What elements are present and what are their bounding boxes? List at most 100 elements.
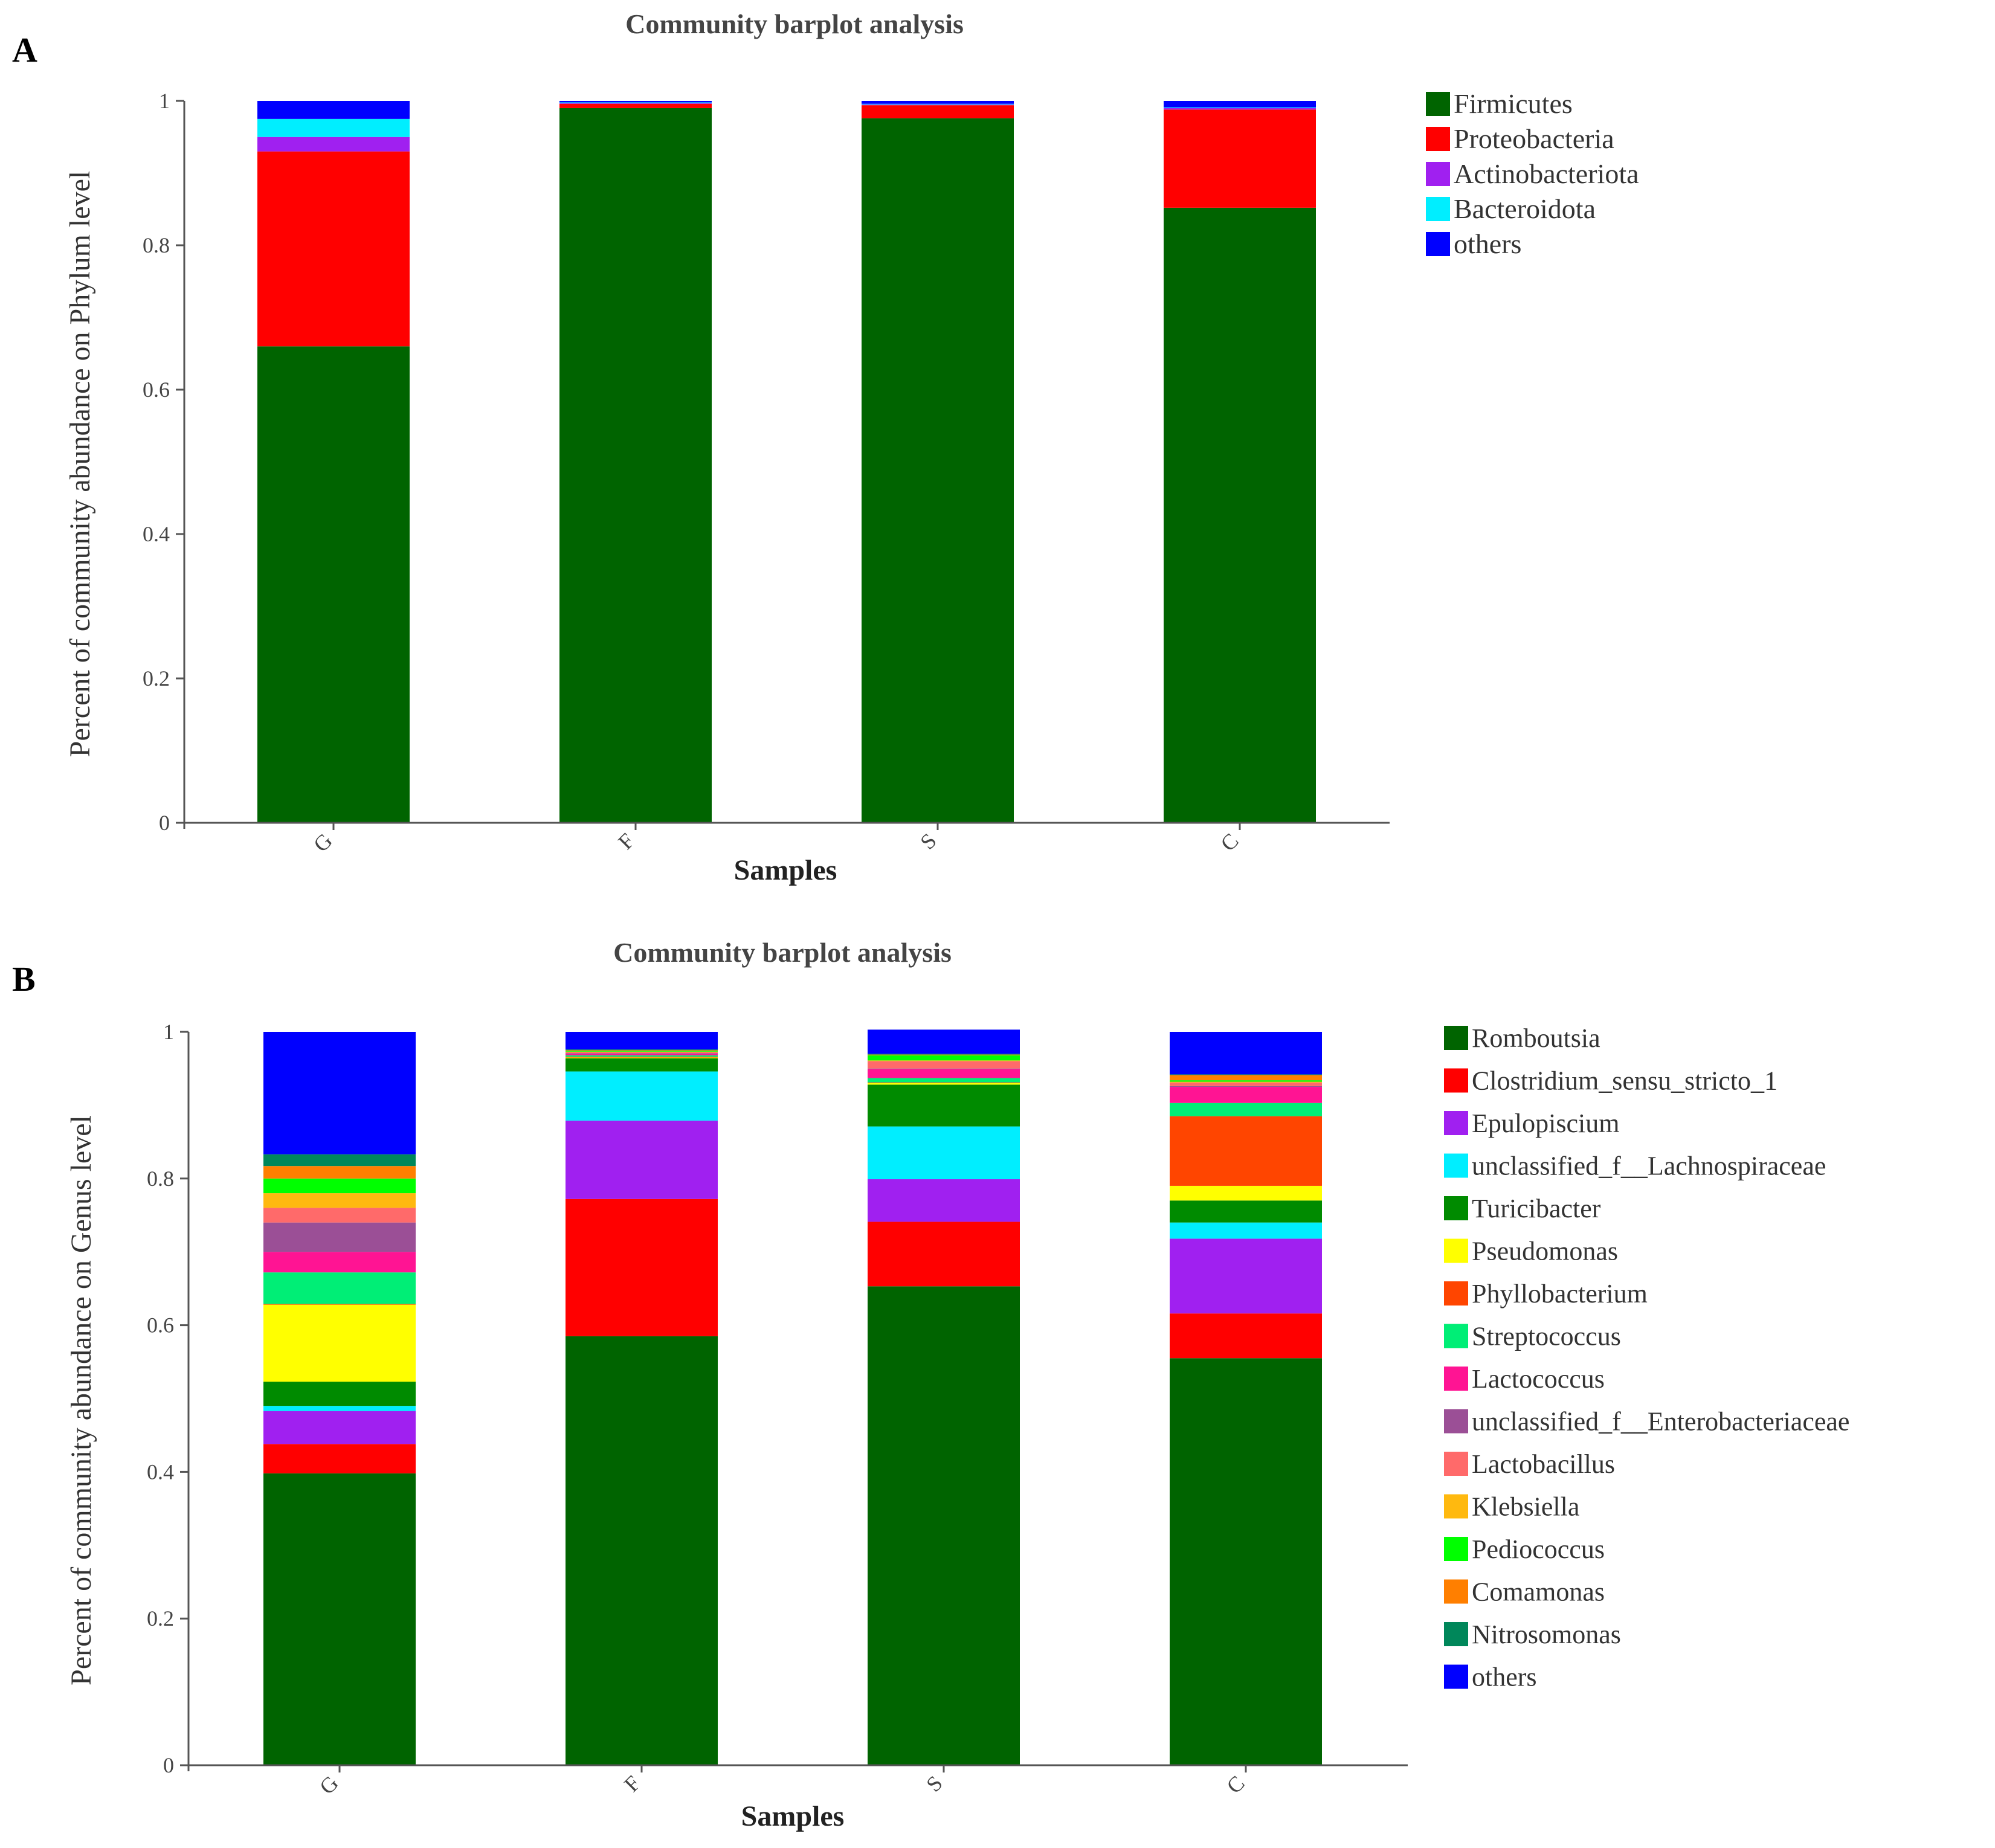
bar-segment-G-proteobacteria	[257, 151, 410, 347]
y-tick-label: 1	[163, 1020, 174, 1044]
bar-segment-F-comamonas	[566, 1050, 718, 1051]
bar-segment-C-others	[1164, 101, 1316, 108]
x-tick-label-S: S	[921, 1771, 947, 1796]
bar-segment-C-unclassified-f-lachnospiraceae	[1170, 1222, 1322, 1239]
bar-segment-F-firmicutes	[559, 108, 712, 823]
bar-segment-C-pediococcus	[1170, 1080, 1322, 1082]
bar-segment-G-others	[257, 101, 410, 119]
bar-segment-G-clostridium-sensu-stricto-1	[263, 1444, 416, 1473]
legend-label-lactobacillus: Lactobacillus	[1472, 1449, 1615, 1479]
legend-swatch	[1444, 1153, 1468, 1178]
bar-segment-S-others	[862, 101, 1014, 104]
y-tick-label: 0.4	[147, 1460, 174, 1484]
legend-label-clostridium-sensu-stricto-1: Clostridium_sensu_stricto_1	[1472, 1066, 1777, 1096]
bar-segment-F-bacteroidota	[559, 102, 712, 103]
bar-segment-G-bacteroidota	[257, 118, 410, 137]
bar-segment-S-turicibacter	[868, 1084, 1020, 1127]
x-axis-title-a: Samples	[734, 854, 837, 886]
bar-segment-S-proteobacteria	[862, 105, 1014, 118]
bar-segment-G-epulopiscium	[263, 1411, 416, 1444]
legend-swatch	[1444, 1111, 1468, 1135]
legend-label-pseudomonas: Pseudomonas	[1472, 1237, 1618, 1266]
bar-segment-S-klebsiella	[868, 1060, 1020, 1061]
bar-segment-F-nitrosomonas	[566, 1049, 718, 1051]
y-tick-label: 0.2	[143, 666, 170, 691]
x-axis-title-b: Samples	[741, 1800, 845, 1832]
legend-label-streptococcus: Streptococcus	[1472, 1322, 1621, 1351]
legend-label-bacteroidota: Bacteroidota	[1454, 193, 1596, 224]
bar-segment-S-unclassified-f-lachnospiraceae	[868, 1126, 1020, 1180]
legend-swatch	[1444, 1664, 1468, 1689]
y-axis-title-a: Percent of community abundance on Phylum…	[64, 171, 96, 757]
bar-segment-S-pseudomonas	[868, 1083, 1020, 1085]
bar-segment-F-others	[559, 101, 712, 103]
bar-segment-F-others	[566, 1032, 718, 1050]
panel-label-a: A	[12, 30, 37, 69]
x-tick-label-S: S	[915, 828, 941, 854]
bar-segment-S-bacteroidota	[862, 103, 1014, 105]
bar-segment-S-romboutsia	[868, 1286, 1020, 1765]
bar-segment-S-streptococcus	[868, 1078, 1020, 1083]
bar-segment-F-pediococcus	[566, 1051, 718, 1052]
bar-segment-F-turicibacter	[566, 1058, 718, 1072]
bar-segment-G-lactococcus	[263, 1252, 416, 1273]
bar-segment-C-epulopiscium	[1170, 1238, 1322, 1314]
bar-segment-C-nitrosomonas	[1170, 1074, 1322, 1075]
bar-segment-C-others	[1170, 1032, 1322, 1075]
legend-swatch	[1444, 1026, 1468, 1050]
legend-swatch	[1444, 1409, 1468, 1434]
legend-swatch	[1444, 1281, 1468, 1306]
y-tick-label: 0.6	[147, 1313, 174, 1338]
legend-label-comamonas: Comamonas	[1472, 1577, 1605, 1607]
legend-label-others: others	[1472, 1663, 1537, 1692]
panel-a-phylum-chart: A Community barplot analysis Percent of …	[12, 8, 1639, 886]
bar-segment-F-romboutsia	[566, 1336, 718, 1765]
legend-label-actinobacteriota: Actinobacteriota	[1454, 158, 1639, 189]
y-tick-label: 1	[159, 89, 170, 113]
chart-title-b: Community barplot analysis	[613, 937, 952, 968]
plot-area-b: 0 0.2 0.4 0.6 0.8 1 G F S C Romboutsia Clostridium_…	[147, 1020, 1849, 1799]
legend-swatch	[1444, 1622, 1468, 1646]
bar-segment-S-pediococcus	[868, 1055, 1020, 1061]
legend-swatch	[1426, 162, 1450, 186]
bar-segment-C-lactococcus	[1170, 1087, 1322, 1103]
legend-swatch	[1444, 1579, 1468, 1604]
bar-segment-F-lactobacillus	[566, 1052, 718, 1054]
bar-segment-F-unclassified-f-lachnospiraceae	[566, 1071, 718, 1121]
legend-swatch	[1426, 92, 1450, 116]
panel-label-b: B	[12, 959, 36, 999]
legend-swatch	[1426, 232, 1450, 256]
y-tick-label: 0.6	[143, 378, 170, 402]
bar-segment-C-phyllobacterium	[1170, 1116, 1322, 1186]
bar-segment-G-unclassified-f-enterobacteriaceae	[263, 1222, 416, 1252]
bar-segment-G-lactobacillus	[263, 1208, 416, 1223]
bar-segment-F-unclassified-f-enterobacteriaceae	[566, 1053, 718, 1054]
bar-segment-G-nitrosomonas	[263, 1154, 416, 1167]
plot-area-a: 0 0.2 0.4 0.6 0.8 1 G F S C Firmicutes Proteobacter…	[143, 88, 1639, 857]
x-tick-label-C: C	[1222, 1771, 1249, 1798]
legend-swatch	[1426, 127, 1450, 151]
legend-swatch	[1444, 1324, 1468, 1348]
bar-segment-G-actinobacteriota	[257, 137, 410, 152]
x-tick-label-G: G	[309, 828, 337, 857]
legend-swatch	[1444, 1537, 1468, 1561]
legend-swatch	[1444, 1367, 1468, 1391]
bar-segment-S-others	[868, 1029, 1020, 1054]
bar-segment-F-streptococcus	[566, 1055, 718, 1057]
legend-swatch	[1444, 1494, 1468, 1519]
legend-swatch	[1444, 1452, 1468, 1476]
bar-segment-C-unclassified-f-enterobacteriaceae	[1170, 1086, 1322, 1087]
bar-segment-G-firmicutes	[257, 346, 410, 823]
bar-segment-S-firmicutes	[862, 118, 1014, 823]
legend-label-phyllobacterium: Phyllobacterium	[1472, 1279, 1648, 1309]
bar-segment-C-streptococcus	[1170, 1103, 1322, 1116]
bar-segment-G-pediococcus	[263, 1178, 416, 1194]
bar-segment-S-clostridium-sensu-stricto-1	[868, 1222, 1020, 1287]
bar-segment-G-comamonas	[263, 1166, 416, 1179]
bar-segment-G-unclassified-f-lachnospiraceae	[263, 1406, 416, 1411]
bar-segment-G-others	[263, 1032, 416, 1154]
legend-label-turicibacter: Turicibacter	[1472, 1194, 1601, 1223]
bar-segment-S-epulopiscium	[868, 1179, 1020, 1222]
bar-segment-G-streptococcus	[263, 1272, 416, 1304]
